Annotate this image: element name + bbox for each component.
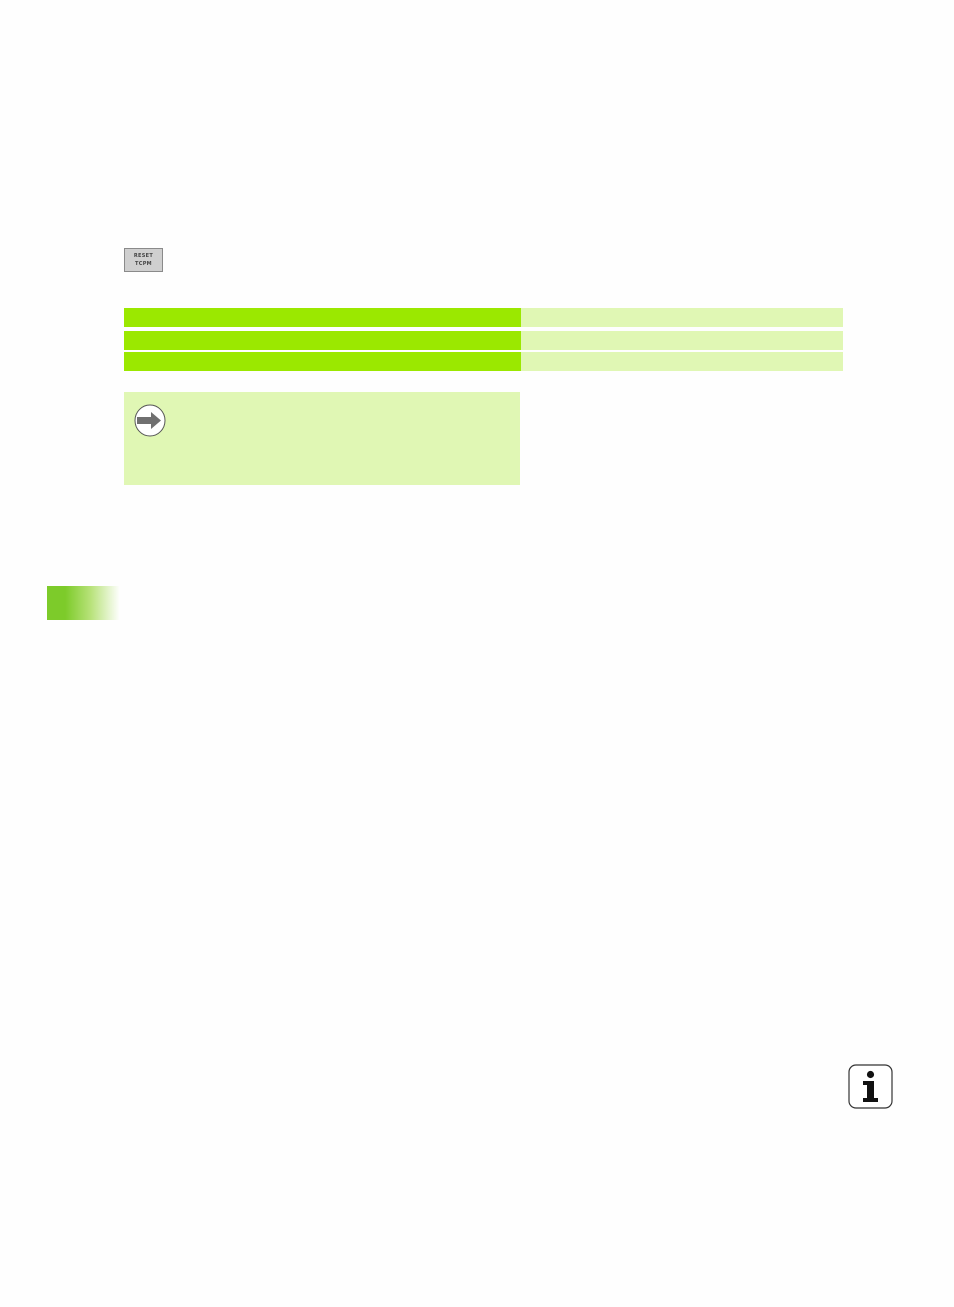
table-key-cell [124,331,521,350]
arrow-right-icon [134,404,166,437]
info-icon [848,1064,893,1109]
table-row [124,331,843,350]
softkey-label-line1: RESET [133,253,154,259]
table-value-cell [521,331,843,350]
chapter-tab [47,586,120,620]
table-row [124,308,843,327]
reset-tcpm-softkey[interactable]: RESET TCPM [124,248,163,272]
table-row [124,352,843,371]
table-value-cell [521,308,843,327]
note-box [124,392,520,485]
softkey-label-line2: TCPM [135,261,152,267]
table-key-cell [124,308,521,327]
table-value-cell [521,352,843,371]
table-key-cell [124,352,521,371]
